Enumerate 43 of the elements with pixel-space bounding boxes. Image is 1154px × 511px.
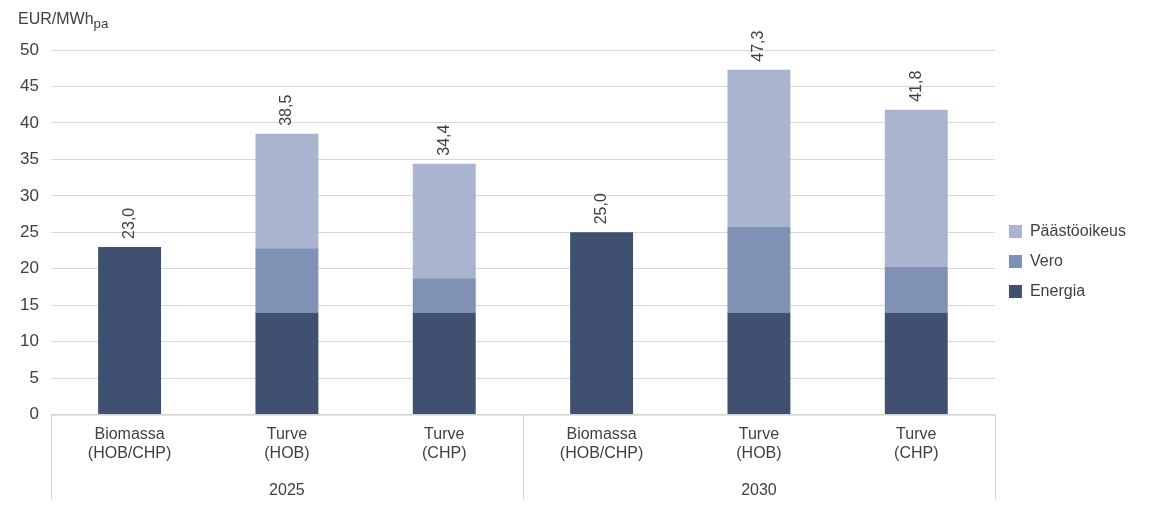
total-label: 34,4 — [434, 124, 452, 156]
text: 2025 — [269, 481, 305, 499]
y-tick-label: 30 — [19, 185, 39, 205]
x-tick-label: Turve (CHP) — [422, 424, 467, 461]
bar — [727, 312, 791, 415]
y-tick-label: 40 — [19, 112, 39, 132]
total-label: 47,3 — [749, 30, 767, 62]
y-tick-label: 0 — [29, 404, 39, 424]
bar — [727, 69, 791, 227]
x-tick-label: Biomassa (HOB/CHP) — [559, 424, 644, 461]
y-tick-label: 15 — [19, 294, 39, 314]
y-tick-label: 50 — [19, 39, 39, 59]
legend-label: Energia — [1029, 281, 1086, 299]
total-label: 25,0 — [592, 193, 609, 225]
x-tick-label: Turve (CHP) — [894, 424, 939, 461]
y-tick-label: 25 — [19, 221, 39, 241]
x-tick-label: Turve (HOB) — [264, 424, 310, 461]
bar — [884, 312, 948, 415]
y-axis-title: EUR/MWh$_{pa}$ — [18, 10, 109, 32]
bar — [412, 278, 476, 313]
bar — [412, 312, 476, 415]
bar — [255, 248, 319, 313]
y-tick-label: 20 — [19, 258, 39, 278]
bar — [884, 266, 948, 313]
bar — [255, 312, 319, 415]
text: 2030 — [741, 481, 777, 499]
bar — [570, 232, 634, 415]
bar — [98, 246, 162, 415]
y-tick-label: 35 — [19, 149, 39, 169]
total-label: 38,5 — [277, 94, 295, 126]
legend-label: Vero — [1029, 251, 1063, 269]
y-tick-label: 45 — [19, 76, 39, 96]
total-label: 23,0 — [119, 207, 137, 239]
bar — [255, 133, 319, 249]
bar — [884, 109, 948, 267]
total-label: 41,8 — [906, 70, 924, 102]
bar — [727, 226, 791, 313]
x-tick-label: Biomassa (HOB/CHP) — [87, 424, 172, 461]
legend-label: Päästöoikeus — [1029, 221, 1126, 239]
x-tick-label: Turve (HOB) — [736, 424, 782, 461]
y-tick-label: 10 — [19, 331, 39, 351]
y-tick-label: 5 — [29, 367, 39, 387]
bar — [412, 163, 476, 279]
